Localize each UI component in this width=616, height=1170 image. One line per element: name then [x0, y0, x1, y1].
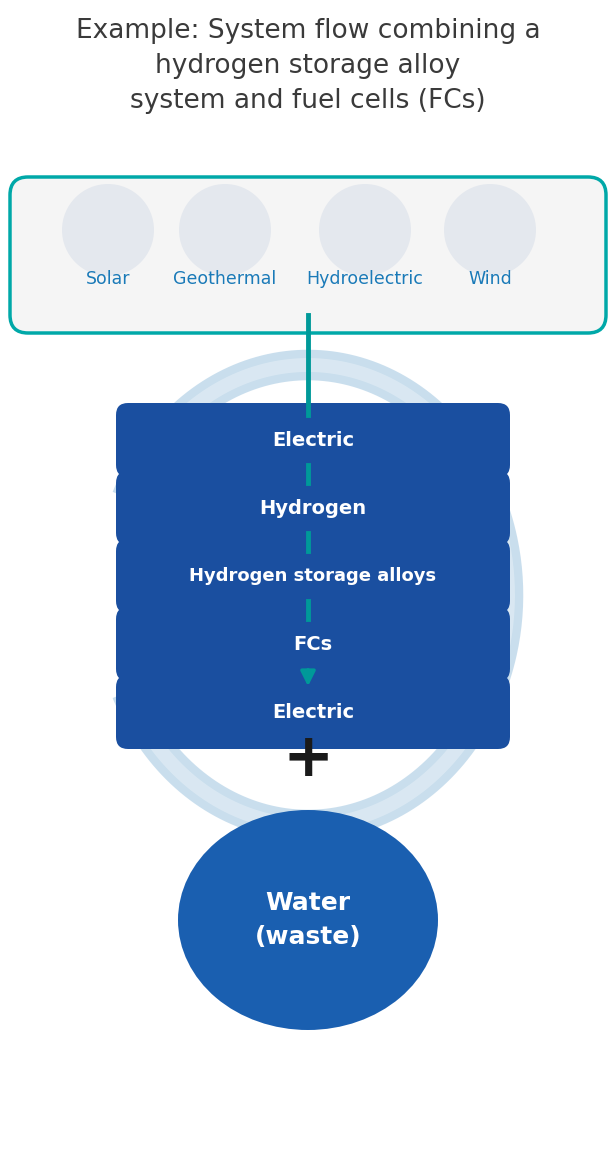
Text: Example: System flow combining a
hydrogen storage alloy
system and fuel cells (F: Example: System flow combining a hydroge…	[76, 18, 540, 113]
Text: Hydroelectric: Hydroelectric	[307, 270, 423, 288]
Text: +: +	[282, 730, 334, 790]
Text: Electric: Electric	[272, 702, 354, 722]
Text: FCs: FCs	[293, 634, 333, 654]
Circle shape	[444, 184, 536, 276]
Text: Hydrogen: Hydrogen	[259, 498, 367, 517]
Circle shape	[62, 184, 154, 276]
Text: Geothermal: Geothermal	[173, 270, 277, 288]
Ellipse shape	[178, 810, 438, 1030]
FancyBboxPatch shape	[116, 607, 510, 681]
FancyBboxPatch shape	[116, 539, 510, 613]
Text: Wind: Wind	[468, 270, 512, 288]
Text: Electric: Electric	[272, 431, 354, 449]
Circle shape	[179, 184, 271, 276]
Text: Hydrogen storage alloys: Hydrogen storage alloys	[190, 567, 437, 585]
FancyBboxPatch shape	[116, 675, 510, 749]
Text: Water
(waste): Water (waste)	[254, 892, 362, 949]
FancyBboxPatch shape	[10, 177, 606, 333]
FancyBboxPatch shape	[116, 402, 510, 477]
FancyBboxPatch shape	[116, 472, 510, 545]
Text: Solar: Solar	[86, 270, 130, 288]
Circle shape	[319, 184, 411, 276]
